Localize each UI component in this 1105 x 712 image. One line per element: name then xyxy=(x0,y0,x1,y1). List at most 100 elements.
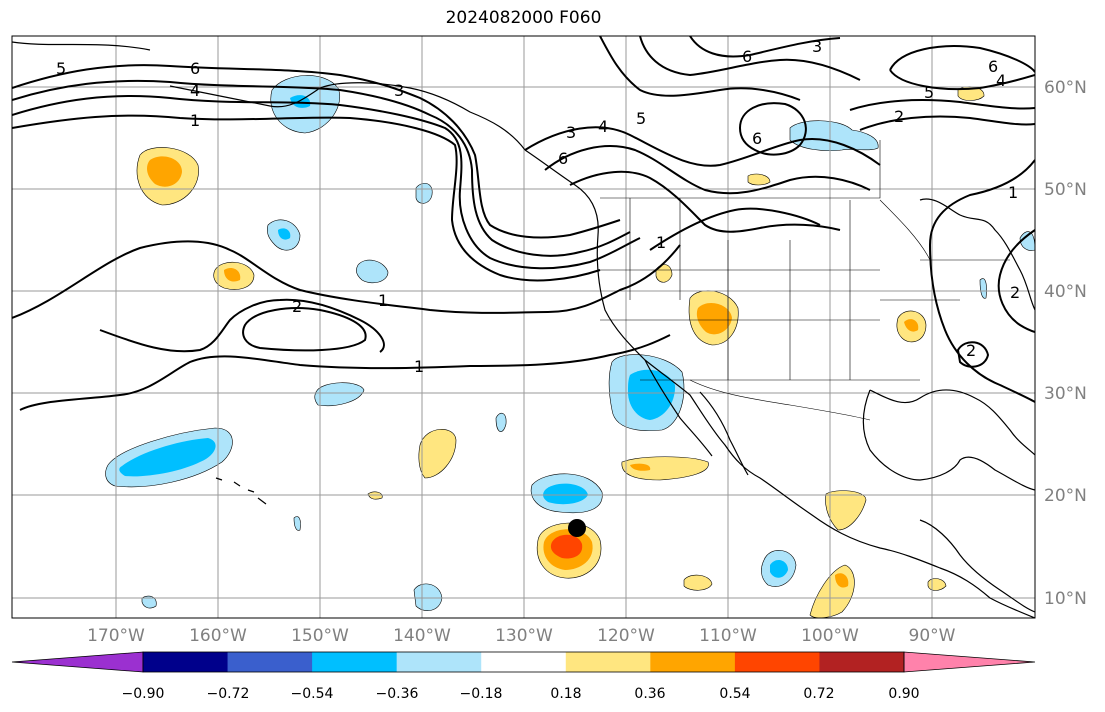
contour-1-south xyxy=(19,334,671,411)
colorbar-extend-high xyxy=(903,651,1036,673)
contour-label: 2 xyxy=(292,297,302,316)
shade-blue-west xyxy=(141,595,157,609)
contour-1-ridge xyxy=(649,207,821,251)
shade-cyan-2 xyxy=(278,228,291,240)
coast-central-america xyxy=(919,519,1035,613)
lon-label: 120°W xyxy=(597,626,655,646)
contours xyxy=(12,36,1035,411)
colorbar-tick: −0.90 xyxy=(122,686,165,702)
contour-north-2 xyxy=(639,36,861,81)
colorbar-segment xyxy=(481,652,567,672)
contour-north-3 xyxy=(689,36,841,58)
lon-label: 100°W xyxy=(801,626,859,646)
contour-label: 1 xyxy=(1008,183,1018,202)
contour-ne-3 xyxy=(859,115,1035,131)
contour-2-inner xyxy=(242,307,367,352)
contour-north-1 xyxy=(599,36,801,101)
coast-baja xyxy=(644,359,749,476)
shade-cyan-6 xyxy=(770,559,788,578)
colorbar-tick: 0.18 xyxy=(550,686,581,702)
map-frame xyxy=(11,35,1036,619)
colorbar-tick: 0.36 xyxy=(634,686,665,702)
coast-hawaii xyxy=(215,477,267,505)
contour-label: 6 xyxy=(558,149,568,168)
colorbar-segment xyxy=(565,652,651,672)
colorbar xyxy=(11,651,1036,673)
coast-gulf xyxy=(862,389,1035,491)
shade-yellow-5 xyxy=(683,574,713,591)
contour-label: 2 xyxy=(1010,283,1020,302)
lat-label: 40°N xyxy=(1044,282,1087,302)
colorbar-segment xyxy=(227,652,313,672)
shade-blue-1 xyxy=(415,182,433,204)
shade-red-storm xyxy=(550,534,583,559)
colorbar-segment xyxy=(734,652,820,672)
coast-west-us xyxy=(524,149,1035,618)
lon-label: 90°W xyxy=(909,626,956,646)
contour-label: 3 xyxy=(394,81,404,100)
shade-yellow-tiny xyxy=(367,491,383,500)
colorbar-tick: −0.18 xyxy=(460,686,503,702)
colorbar-ticks: −0.90 −0.72 −0.54 −0.36 −0.18 0.18 0.36 … xyxy=(122,686,920,702)
lat-label: 60°N xyxy=(1044,78,1087,98)
shade-blue-3 xyxy=(356,259,389,284)
colorbar-segment xyxy=(819,652,905,672)
colorbar-extend-low xyxy=(11,651,144,673)
shade-blue-4 xyxy=(314,382,365,407)
shade-cyan-hawaii xyxy=(119,438,216,477)
contour-label: 1 xyxy=(378,291,388,310)
contour-label: 1 xyxy=(414,357,424,376)
contour-trough-4 xyxy=(12,114,601,282)
lon-label: 170°W xyxy=(87,626,145,646)
shade-yellow-4 xyxy=(621,456,709,481)
shade-yellow-mx xyxy=(825,490,867,531)
contour-label: 6 xyxy=(190,59,200,78)
shade-orange-mo xyxy=(904,319,919,332)
contour-trough-1 xyxy=(12,64,621,239)
shade-blue-ga xyxy=(979,278,987,299)
lon-label: 160°W xyxy=(189,626,247,646)
shade-orange-4c xyxy=(696,303,732,335)
contour-label: 1 xyxy=(656,233,666,252)
lat-label: 20°N xyxy=(1044,486,1087,506)
contour-label: 3 xyxy=(566,123,576,142)
lat-label: 10°N xyxy=(1044,589,1087,609)
contour-trough-2 xyxy=(12,79,631,257)
lon-label: 110°W xyxy=(699,626,757,646)
shade-yellow-8 xyxy=(747,173,771,186)
lon-label: 150°W xyxy=(291,626,349,646)
colorbar-tick: −0.54 xyxy=(291,686,334,702)
shade-orange-2 xyxy=(224,268,241,282)
contour-label: 5 xyxy=(924,83,934,102)
shade-orange-pac xyxy=(835,573,849,588)
contour-label: 6 xyxy=(988,57,998,76)
latitude-labels: 60°N 50°N 40°N 30°N 20°N 10°N xyxy=(1044,78,1087,609)
shaded-fields xyxy=(105,75,1035,618)
coastlines xyxy=(12,41,1035,618)
shade-yellow-3 xyxy=(418,429,457,479)
shade-cyan-5 xyxy=(543,483,588,505)
contour-ne-2 xyxy=(849,99,1035,111)
lon-label: 140°W xyxy=(393,626,451,646)
graticule xyxy=(12,36,1035,618)
contour-label: 5 xyxy=(636,109,646,128)
contour-label: 4 xyxy=(598,117,608,136)
longitude-labels: 170°W 160°W 150°W 140°W 130°W 120°W 110°… xyxy=(87,626,956,646)
colorbar-tick: −0.72 xyxy=(207,686,250,702)
colorbar-tick: 0.72 xyxy=(803,686,834,702)
colorbar-segment xyxy=(396,652,482,672)
lon-label: 130°W xyxy=(495,626,553,646)
storm-marker xyxy=(568,519,586,537)
colorbar-tick: 0.90 xyxy=(888,686,919,702)
contour-label: 2 xyxy=(894,107,904,126)
colorbar-segment xyxy=(650,652,736,672)
contour-label: 4 xyxy=(996,71,1006,90)
lat-label: 30°N xyxy=(1044,384,1087,404)
contour-ridge-3 xyxy=(569,170,841,233)
shade-blue-small xyxy=(495,412,507,432)
colorbar-tick: 0.54 xyxy=(719,686,750,702)
contour-east-1 xyxy=(928,159,1035,403)
contour-label: 5 xyxy=(56,59,66,78)
map-title: 2024082000 F060 xyxy=(445,8,602,28)
